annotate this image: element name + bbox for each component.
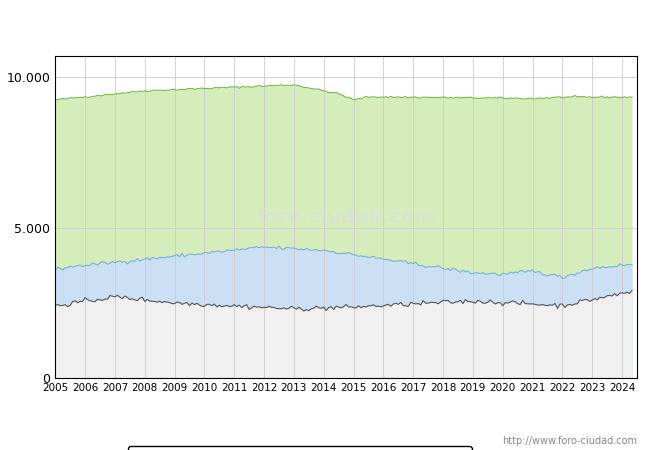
Text: Santa María de Guía de Gran Canaria - Evolucion de la poblacion en edad de Traba: Santa María de Guía de Gran Canaria - Ev…	[0, 17, 650, 30]
Text: foro-ciudad.com: foro-ciudad.com	[257, 207, 436, 227]
Legend: Ocupados, Parados, Hab. entre 16-64: Ocupados, Parados, Hab. entre 16-64	[127, 446, 472, 450]
Text: http://www.foro-ciudad.com: http://www.foro-ciudad.com	[502, 436, 637, 446]
